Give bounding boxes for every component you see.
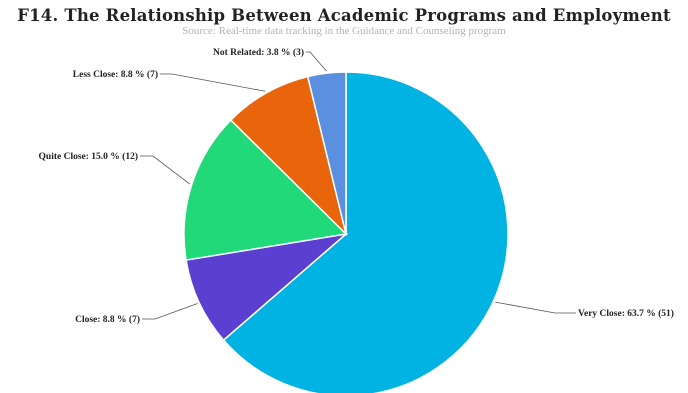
chart-subtitle: Source: Real-time data tracking in the G… bbox=[182, 25, 506, 37]
leader-line-quite-close bbox=[140, 155, 191, 185]
leader-line-less-close bbox=[160, 73, 266, 92]
pie-slice-close bbox=[185, 232, 349, 342]
leader-line-very-close bbox=[495, 301, 576, 314]
leader-line-close bbox=[142, 303, 198, 320]
leader-lines bbox=[140, 51, 576, 320]
chart-title: F14. The Relationship Between Academic P… bbox=[17, 6, 671, 25]
leader-line-not-related bbox=[306, 51, 327, 72]
slice-label-close: Close: 8.8 % (7) bbox=[75, 314, 140, 325]
pie-slices bbox=[183, 71, 509, 393]
pie-slice-quite-close bbox=[183, 119, 348, 261]
slice-label-quite-close: Quite Close: 15.0 % (12) bbox=[39, 151, 138, 162]
pie-slice-very-close bbox=[222, 71, 509, 393]
slice-label-very-close: Very Close: 63.7 % (51) bbox=[578, 308, 674, 319]
slice-label-less-close: Less Close: 8.8 % (7) bbox=[73, 69, 158, 80]
pie-slice-not-related bbox=[306, 71, 347, 235]
slice-labels: Very Close: 63.7 % (51) Close: 8.8 % (7) Q… bbox=[39, 47, 674, 325]
slice-label-not-related: Not Related: 3.8 % (3) bbox=[213, 47, 304, 58]
